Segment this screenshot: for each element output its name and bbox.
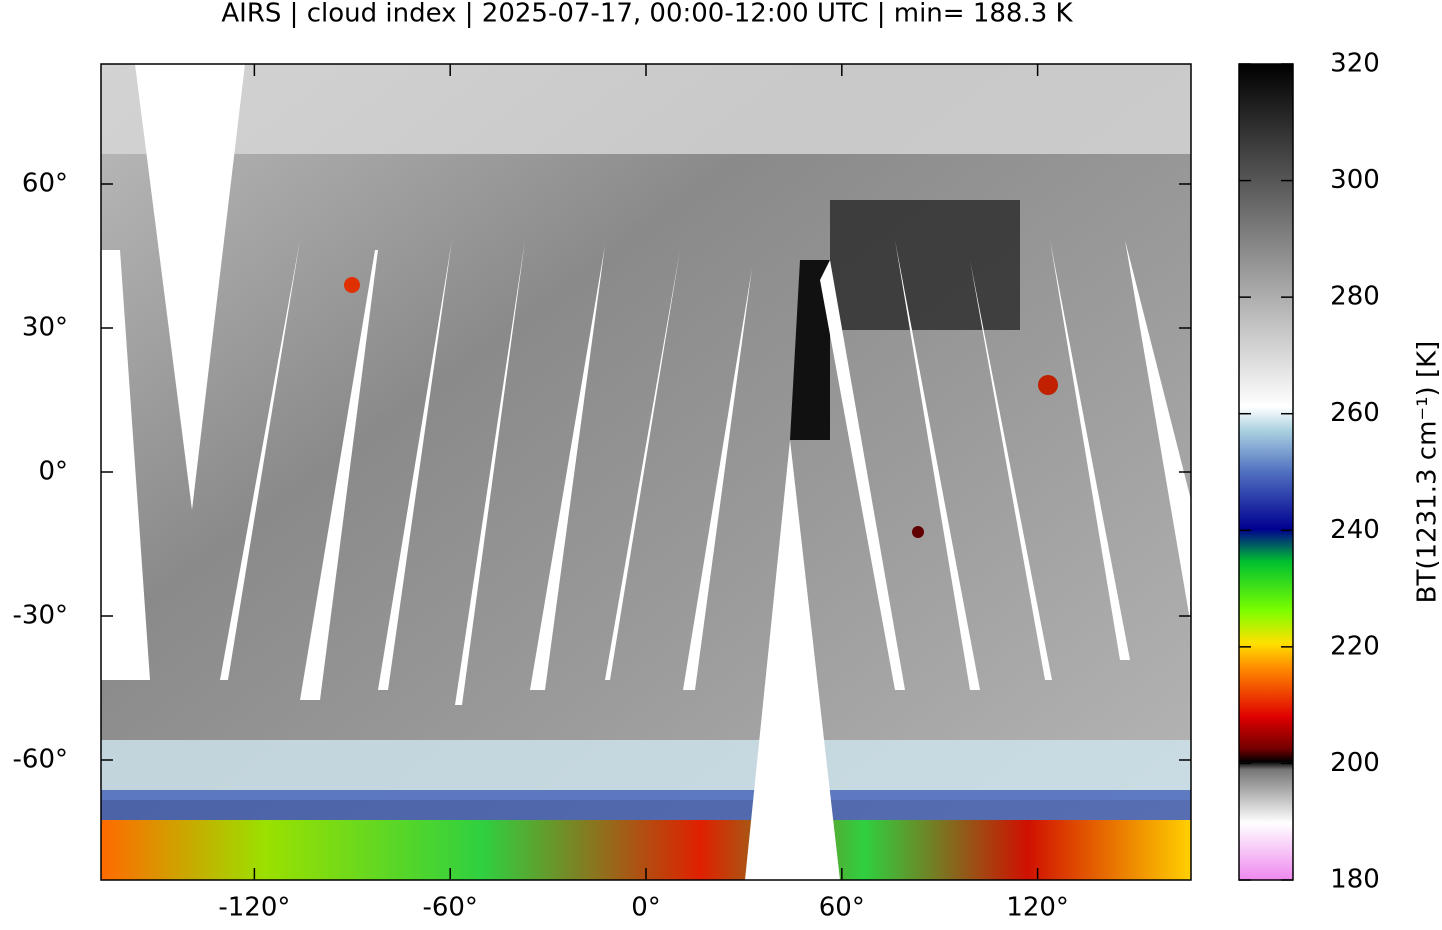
y-tick-label: -60° [13,745,68,775]
y-tick-label: 60° [22,169,68,199]
colorbar-tick-label: 200 [1330,748,1380,778]
x-tick-label: -60° [422,893,477,923]
y-tick-label: 0° [38,457,68,487]
colorbar-tick-label: 300 [1330,165,1380,195]
x-tick-label: -120° [218,893,290,923]
colorbar-tick-label: 180 [1330,865,1380,895]
chart-title: AIRS | cloud index | 2025-07-17, 00:00-1… [221,0,1073,29]
y-tick-label: 30° [22,313,68,343]
x-tick-label: 120° [1006,893,1069,923]
y-tick-label: -30° [13,601,68,631]
x-tick-label: 60° [819,893,865,923]
colorbar-tick-label: 280 [1330,282,1380,312]
colorbar [1238,63,1294,881]
colorbar-tick-label: 240 [1330,515,1380,545]
colorbar-tick-label: 260 [1330,398,1380,428]
map-image [101,64,1191,880]
colorbar-label: BT(1231.3 cm⁻¹) [K] [1413,341,1442,604]
colorbar-tick-label: 220 [1330,631,1380,661]
x-tick-label: 0° [631,893,661,923]
colorbar-tick-label: 320 [1330,49,1380,79]
